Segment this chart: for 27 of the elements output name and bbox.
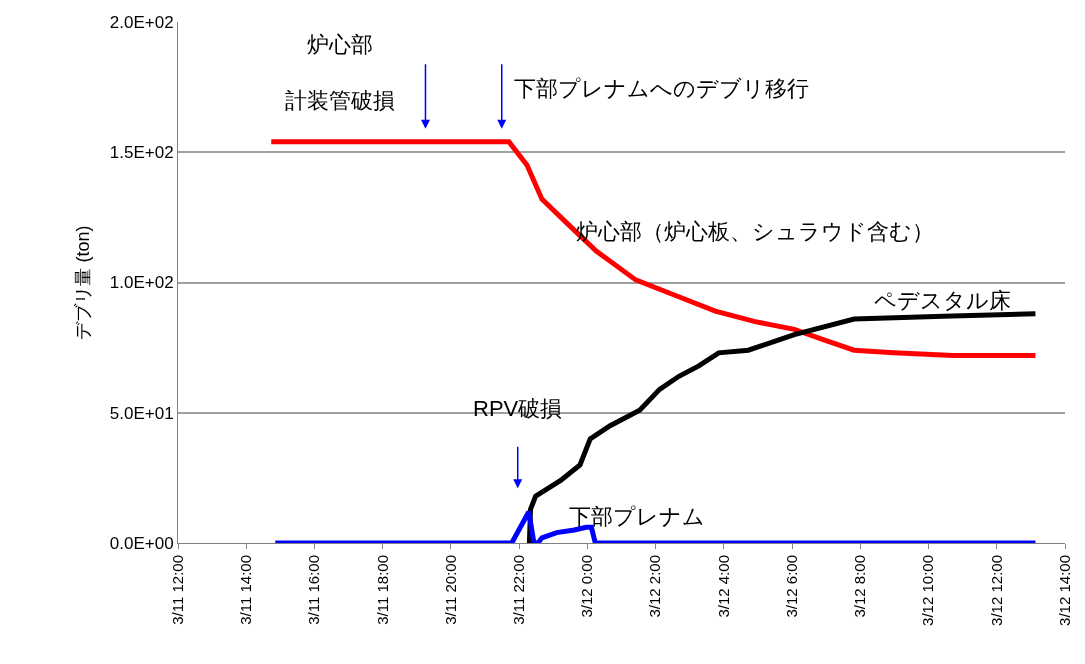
- series-label: 下部プレナム: [569, 504, 705, 529]
- y-tick-label: 2.0E+02: [109, 12, 174, 32]
- x-tick-label: 3/12 10:00: [919, 555, 937, 626]
- x-tick-label: 3/12 8:00: [851, 555, 869, 618]
- x-tick-label: 3/11 18:00: [373, 555, 391, 625]
- x-tick-label: 3/11 16:00: [305, 555, 323, 625]
- x-tick-label: 3/12 0:00: [578, 555, 596, 618]
- x-tick-label: 3/11 14:00: [237, 555, 255, 625]
- x-tick-label: 3/12 14:00: [1055, 555, 1073, 626]
- annotation: RPV破損: [473, 396, 563, 421]
- y-tick-label: 0.0E+00: [109, 533, 174, 553]
- x-tick-label: 3/11 22:00: [510, 555, 528, 625]
- annotation: 炉心部: [307, 32, 373, 57]
- y-tick-label: 1.5E+02: [109, 143, 174, 163]
- x-tick-label: 3/11 20:00: [441, 555, 459, 625]
- series-label: 炉心部（炉心板、シュラウド含む）: [576, 219, 934, 244]
- y-tick-label: 1.0E+02: [109, 273, 174, 293]
- series-label: ペデスタル床: [874, 288, 1011, 313]
- x-tick-label: 3/12 12:00: [987, 555, 1005, 626]
- x-tick-label: 3/11 12:00: [168, 555, 186, 625]
- x-tick-label: 3/12 6:00: [782, 555, 800, 618]
- annotation: 計装管破損: [285, 88, 395, 113]
- y-axis-title: デブリ量 (ton): [72, 225, 93, 340]
- x-tick-label: 3/12 2:00: [646, 555, 664, 618]
- x-tick-label: 3/12 4:00: [714, 555, 732, 618]
- y-tick-label: 5.0E+01: [109, 403, 174, 423]
- annotation: 下部プレナムへのデブリ移行: [514, 76, 809, 101]
